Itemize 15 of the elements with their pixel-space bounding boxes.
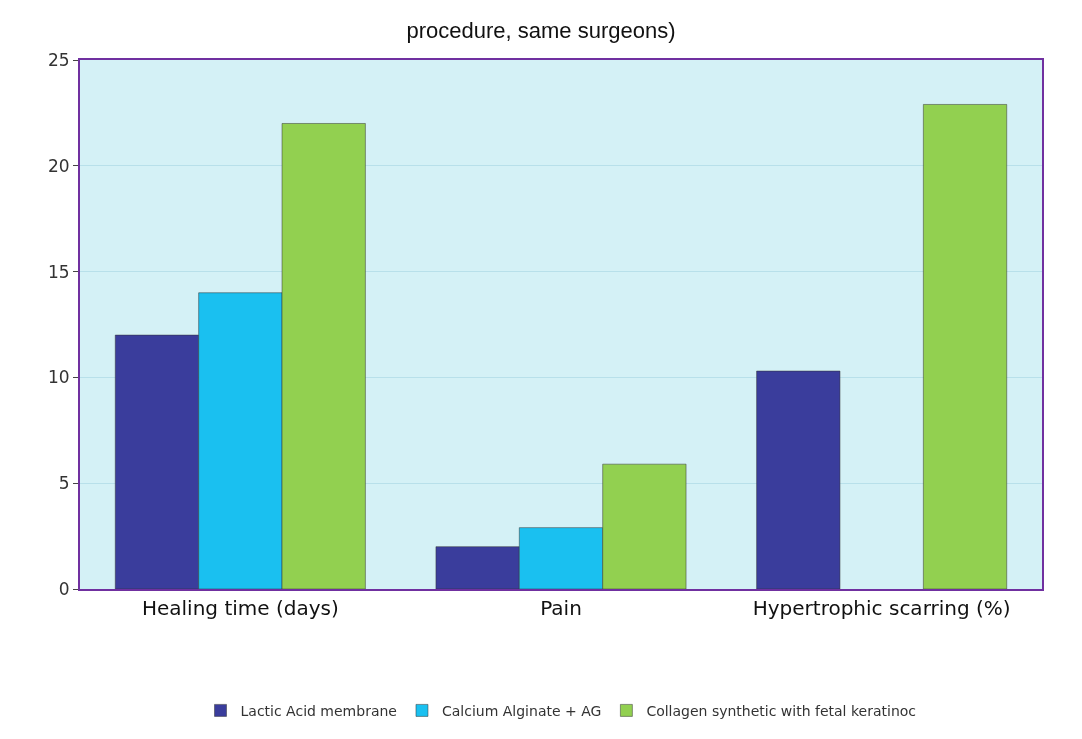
y-tick-label: 0	[58, 578, 70, 599]
legend-label: Collagen synthetic with fetal keratinoc	[646, 702, 917, 719]
x-tick-label: Healing time (days)	[141, 596, 339, 620]
legend-label: Calcium Alginate + AG	[441, 702, 602, 719]
legend-label: Lactic Acid membrane	[240, 702, 397, 719]
x-tick-label: Pain	[540, 596, 582, 620]
bar	[756, 370, 841, 589]
x-tick-label: Hypertrophic scarring (%)	[752, 596, 1011, 620]
chart-title: procedure, same surgeons)	[406, 17, 676, 43]
y-tick-label: 10	[47, 367, 70, 388]
y-tick-label: 20	[47, 155, 70, 176]
y-tick-label: 25	[47, 49, 70, 70]
bar	[923, 104, 1007, 589]
y-tick-label: 5	[58, 473, 70, 494]
y-tick-label: 15	[47, 261, 70, 282]
